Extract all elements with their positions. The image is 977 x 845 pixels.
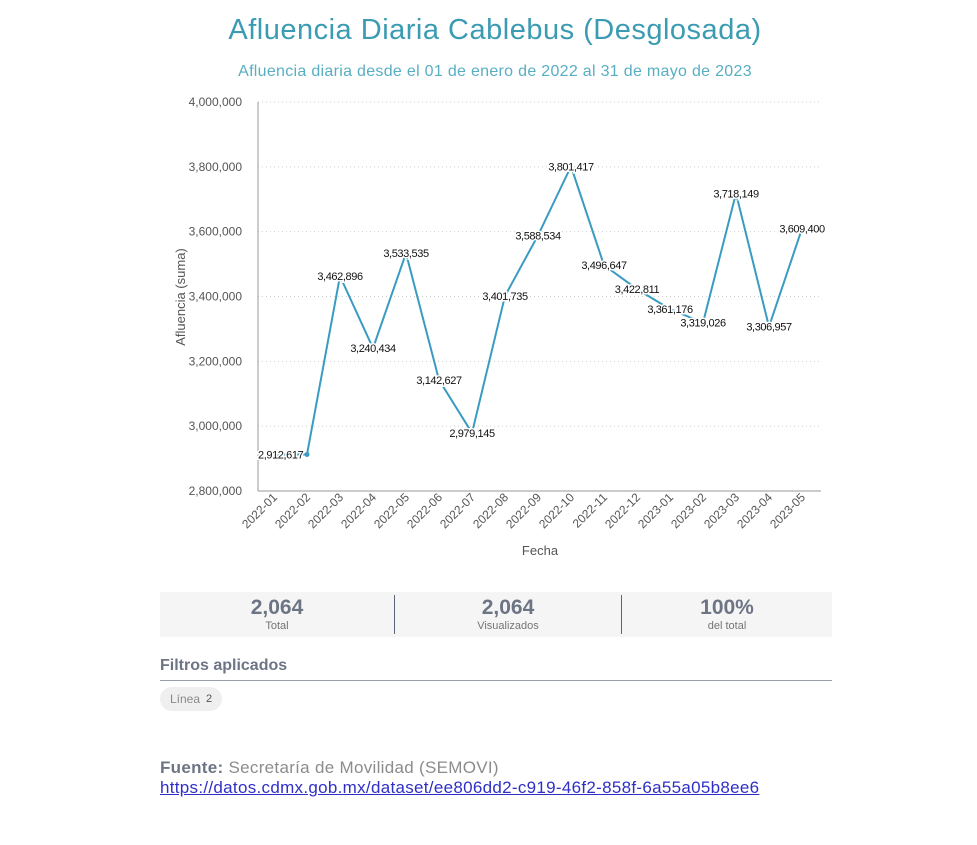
y-tick-label: 2,800,000 — [189, 484, 243, 498]
data-label: 3,361,176 — [647, 304, 693, 316]
x-tick-label: 2022-10 — [536, 490, 577, 531]
stat-percent-label: del total — [707, 620, 747, 632]
x-tick-label: 2022-06 — [404, 490, 445, 531]
stat-percent-value: 100% — [700, 596, 754, 619]
data-label: 3,306,957 — [746, 322, 792, 334]
x-tick-label: 2022-07 — [437, 490, 478, 531]
source-line: Fuente: Secretaría de Movilidad (SEMOVI) — [160, 758, 499, 778]
stat-divider — [621, 595, 622, 634]
filter-chip-linea[interactable]: Línea 2 — [160, 687, 223, 711]
data-label: 3,142,627 — [416, 375, 462, 387]
stat-total-label: Total — [265, 620, 289, 632]
x-tick-label: 2023-03 — [701, 490, 742, 531]
x-tick-label: 2022-12 — [602, 490, 643, 531]
x-tick-label: 2022-04 — [338, 490, 379, 531]
chart-title: Afluencia Diaria Cablebus (Desglosada) — [228, 14, 762, 46]
data-label: 2,979,145 — [449, 428, 495, 440]
x-tick-label: 2023-01 — [635, 490, 676, 531]
filter-chip-value: 2 — [206, 693, 213, 705]
line-chart: 2,800,000 3,000,000 3,200,000 3,400,000 3,60… — [173, 95, 827, 558]
stat-percent: 100% del total — [622, 592, 832, 637]
x-tick-label: 2023-02 — [668, 490, 709, 531]
data-label: 3,401,735 — [482, 291, 528, 303]
y-tick-label: 3,600,000 — [189, 225, 243, 239]
stat-total: 2,064 Total — [160, 592, 394, 637]
y-tick-label: 3,200,000 — [189, 354, 243, 368]
y-tick-label: 4,000,000 — [189, 95, 243, 109]
x-tick-label: 2022-09 — [503, 490, 544, 531]
y-tick-label: 3,400,000 — [189, 290, 243, 304]
data-label: 3,496,647 — [581, 260, 627, 272]
stat-visualized-label: Visualizados — [477, 620, 539, 632]
data-point — [304, 451, 310, 457]
stat-visualized-value: 2,064 — [481, 596, 535, 619]
data-label: 3,422,811 — [615, 284, 660, 296]
x-tick-label: 2022-01 — [239, 490, 280, 531]
x-tick-label: 2023-05 — [767, 490, 808, 531]
y-tick-label: 3,000,000 — [189, 419, 243, 433]
data-label: 3,240,434 — [350, 343, 396, 355]
source-link[interactable]: https://datos.cdmx.gob.mx/dataset/ee806d… — [160, 778, 760, 797]
stats-bar: 2,064 Total 2,064 Visualizados 100% del … — [160, 592, 832, 637]
x-tick-label: 2022-02 — [272, 490, 313, 531]
source-text: Secretaría de Movilidad (SEMOVI) — [228, 758, 499, 777]
data-label: 3,588,534 — [515, 230, 561, 242]
data-label: 3,718,149 — [713, 188, 759, 200]
x-tick-label: 2023-04 — [734, 490, 775, 531]
data-label: 3,319,026 — [680, 318, 726, 330]
stat-total-value: 2,064 — [250, 596, 304, 619]
filters-divider — [160, 680, 832, 681]
data-label: 3,609,400 — [779, 224, 825, 236]
y-axis-title: Afluencia (suma) — [173, 248, 188, 346]
series-line — [274, 165, 803, 456]
data-label: 3,462,896 — [317, 271, 363, 283]
x-tick-label: 2022-05 — [371, 490, 412, 531]
stat-divider — [394, 595, 395, 634]
data-label: 3,533,535 — [383, 248, 429, 260]
x-tick-label: 2022-08 — [470, 490, 511, 531]
stat-visualized: 2,064 Visualizados — [395, 592, 621, 637]
x-tick-label: 2022-03 — [305, 490, 346, 531]
data-label: 3,801,417 — [548, 161, 594, 173]
chart-subtitle: Afluencia diaria desde el 01 de enero de… — [238, 63, 752, 80]
filter-chip-name: Línea — [170, 692, 201, 706]
data-label: 2,912,617 — [258, 449, 304, 461]
source-label: Fuente: — [160, 758, 224, 777]
filters-title: Filtros aplicados — [160, 657, 288, 674]
y-tick-label: 3,800,000 — [189, 160, 243, 174]
x-axis-title: Fecha — [522, 543, 559, 558]
